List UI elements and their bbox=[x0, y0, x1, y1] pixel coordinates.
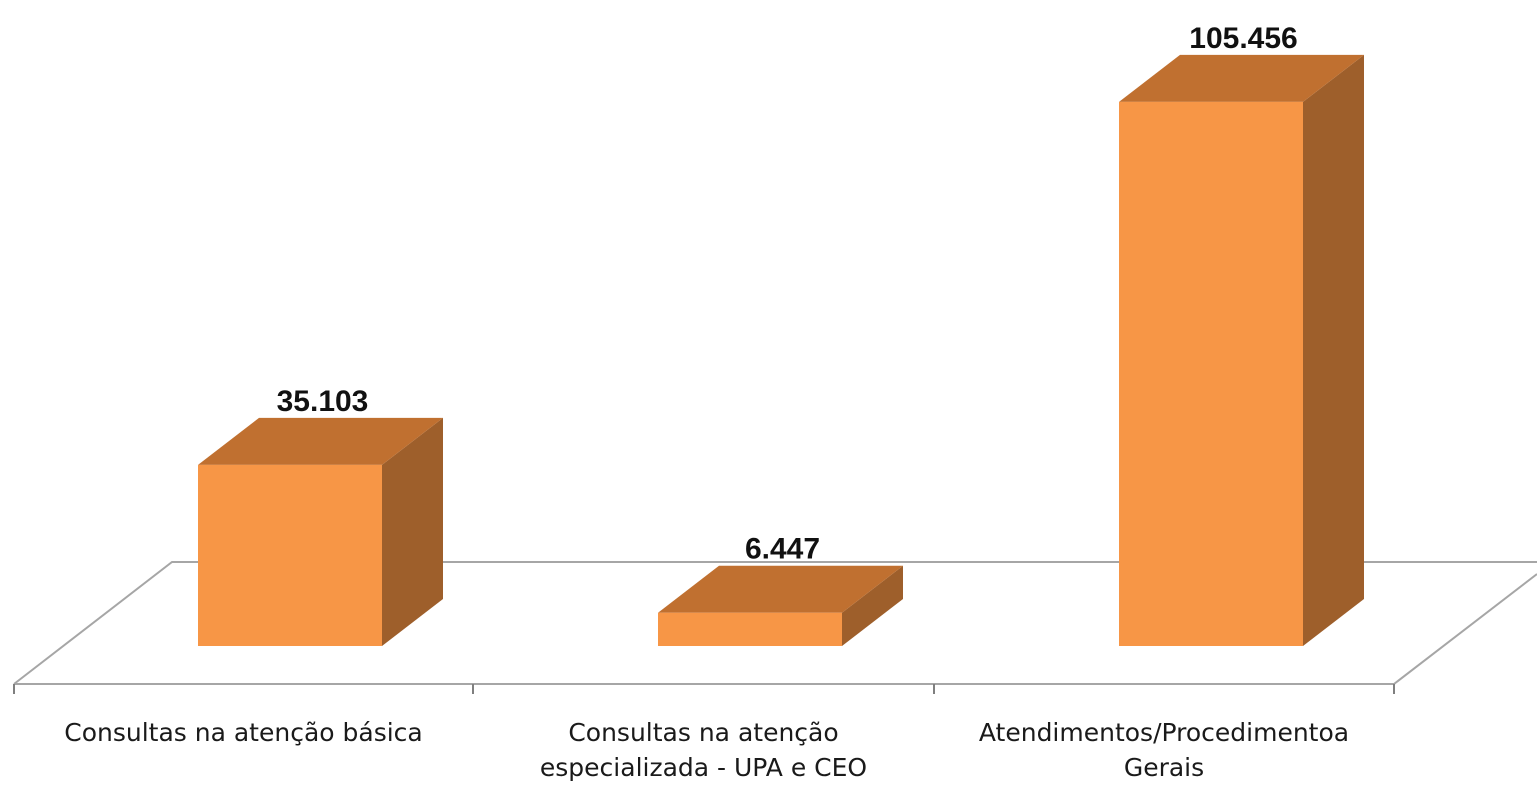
category-axis bbox=[13, 684, 1395, 694]
bar-1 bbox=[658, 565, 903, 646]
bar-side-0 bbox=[382, 417, 443, 646]
bar-front-0 bbox=[198, 464, 382, 646]
bars-group bbox=[198, 54, 1364, 646]
bar-top-1 bbox=[658, 565, 903, 613]
labels-group: 35.103 6.447 105.456 Consultas na atenção b… bbox=[64, 22, 1349, 782]
bar-side-2 bbox=[1303, 54, 1364, 646]
category-label-1-line-1: especializada - UPA e CEO bbox=[540, 753, 867, 782]
category-label-2: Atendimentos/Procedimentoa Gerais bbox=[979, 718, 1349, 782]
bar-top-0 bbox=[198, 417, 443, 465]
category-label-1: Consultas na atenção especializada - UPA … bbox=[540, 718, 867, 782]
bar-front-1 bbox=[658, 612, 842, 646]
bar-side-1 bbox=[842, 565, 903, 646]
category-label-0-line-0: Consultas na atenção básica bbox=[64, 718, 423, 747]
bar-2 bbox=[1119, 54, 1364, 646]
data-label-1: 6.447 bbox=[745, 533, 820, 566]
category-label-0: Consultas na atenção básica bbox=[64, 718, 423, 747]
bar-top-2 bbox=[1119, 54, 1364, 102]
bar-front-2 bbox=[1119, 101, 1303, 646]
category-label-2-line-1: Gerais bbox=[1124, 753, 1204, 782]
category-label-2-line-0: Atendimentos/Procedimentoa bbox=[979, 718, 1349, 747]
category-label-1-line-0: Consultas na atenção bbox=[568, 718, 838, 747]
data-label-2: 105.456 bbox=[1189, 22, 1297, 55]
bar-0 bbox=[198, 417, 443, 646]
data-label-0: 35.103 bbox=[277, 385, 369, 418]
